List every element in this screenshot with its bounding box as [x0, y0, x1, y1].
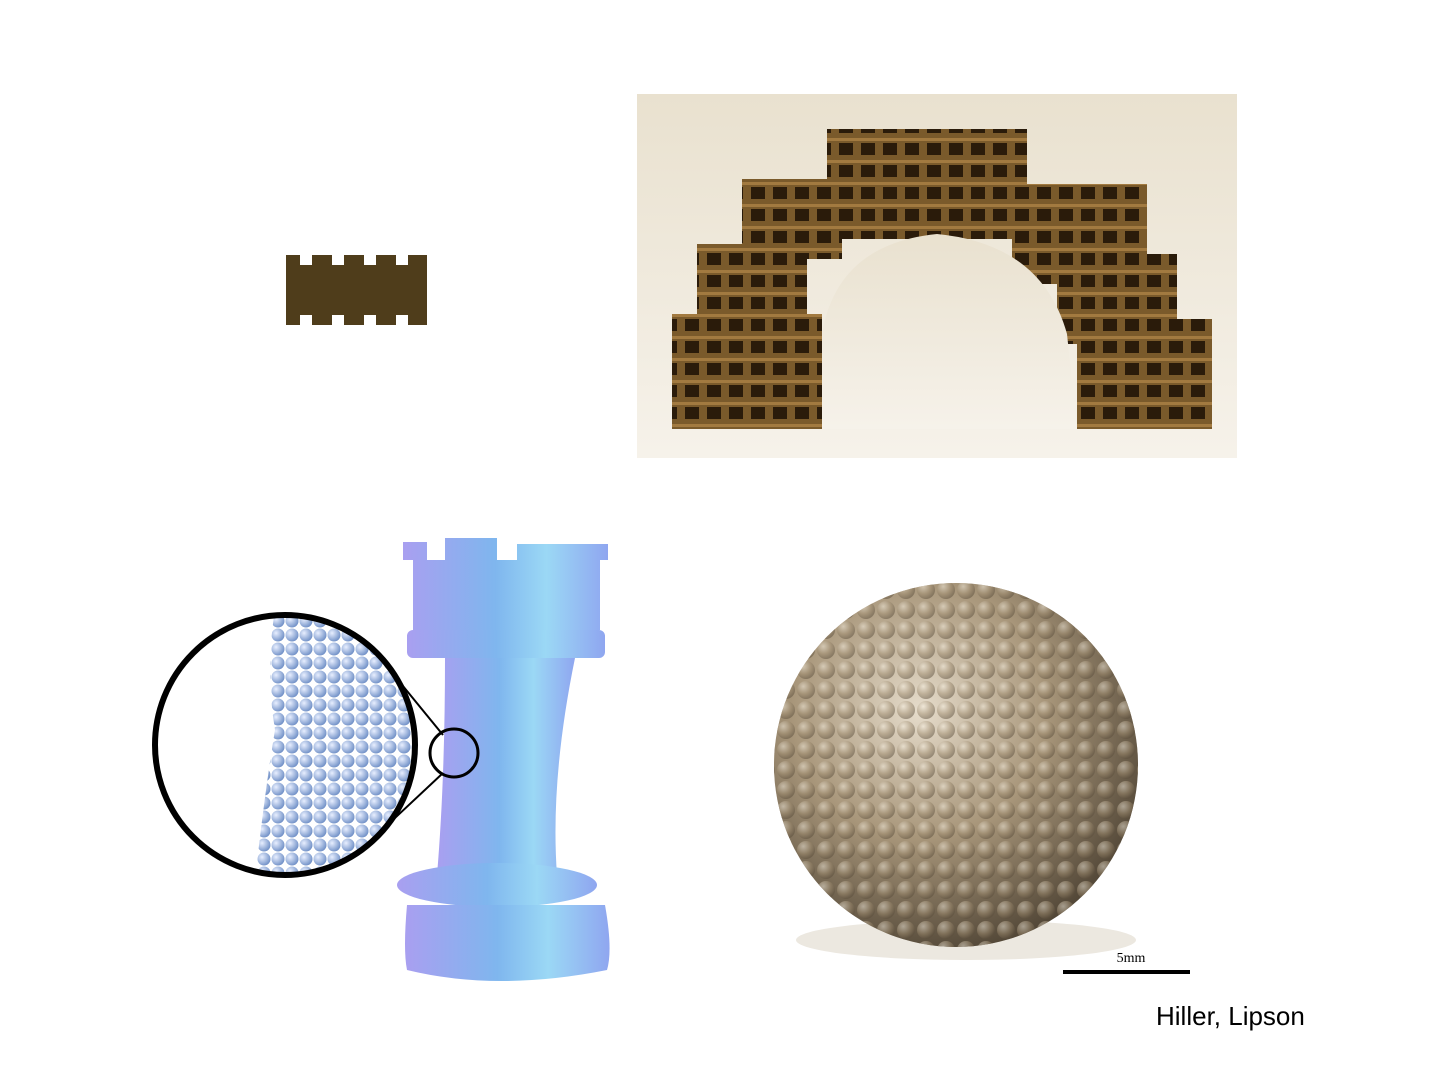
image-credit: Hiller, Lipson [1156, 1001, 1305, 1031]
chess-rook-illustration [152, 538, 610, 981]
cardboard-arch-photo [637, 94, 1237, 458]
scale-bar-label: 5mm [1117, 951, 1146, 966]
slotted-piece-illustration [286, 255, 427, 325]
metal-sphere-photo: 5mm [736, 560, 1206, 980]
